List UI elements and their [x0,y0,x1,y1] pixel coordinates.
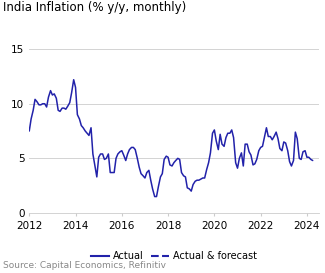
Text: Source: Capital Economics, Refinitiv: Source: Capital Economics, Refinitiv [3,261,166,270]
Legend: Actual, Actual & forecast: Actual, Actual & forecast [87,247,260,265]
Text: India Inflation (% y/y, monthly): India Inflation (% y/y, monthly) [3,1,187,14]
